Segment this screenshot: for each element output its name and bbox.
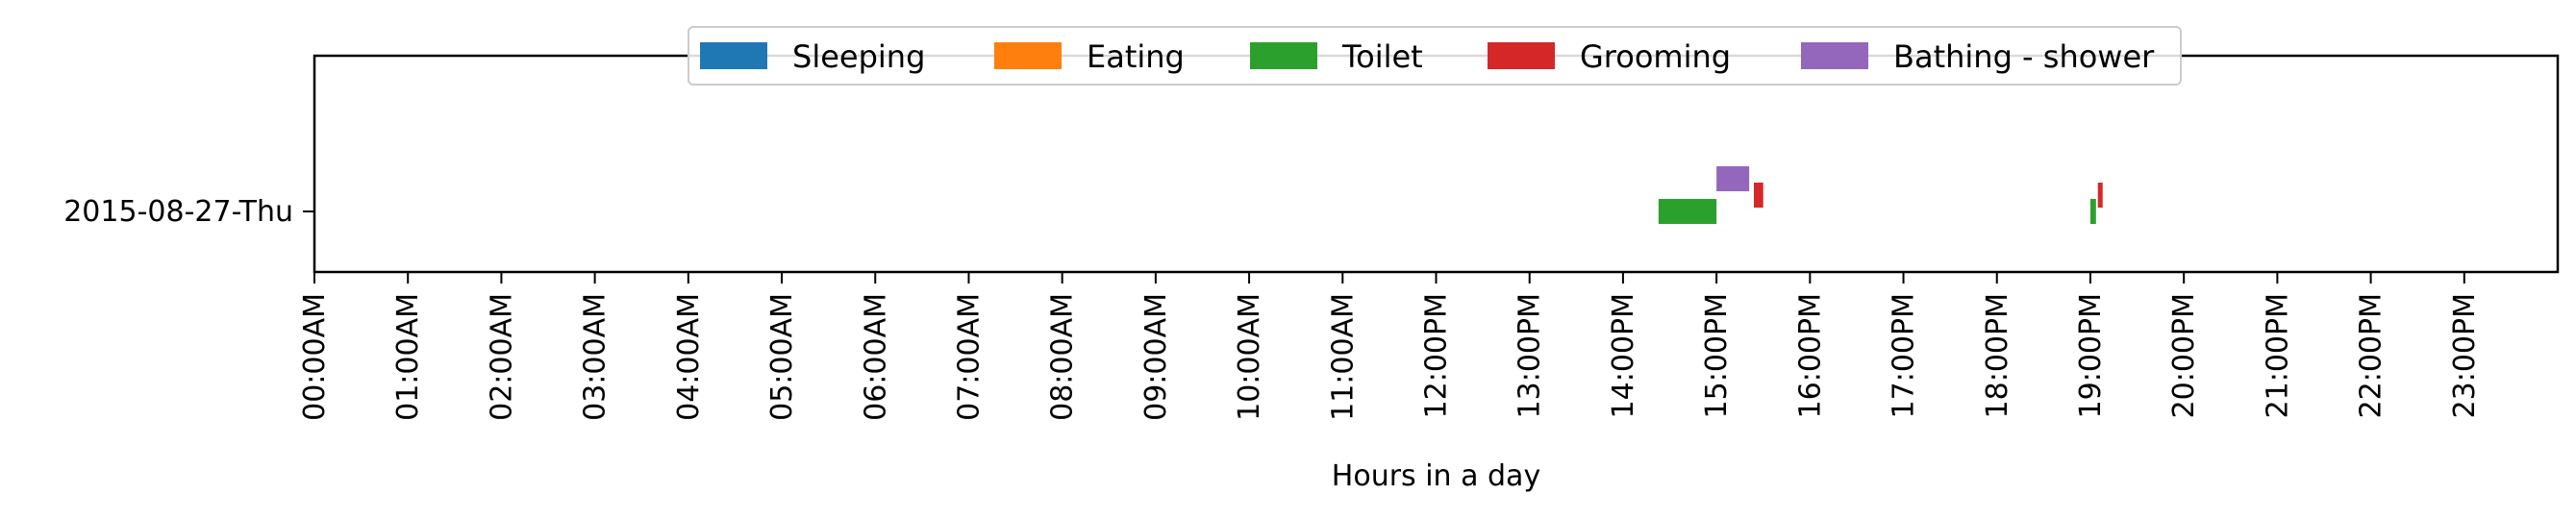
- x-tick-label: 06:00AM: [859, 293, 892, 421]
- x-tick-label: 07:00AM: [952, 293, 986, 421]
- legend-swatch: [994, 42, 1062, 69]
- event-bar-bathing-shower: [1716, 166, 1750, 191]
- legend: Sleeping Eating Toilet Grooming Bathing - sh…: [688, 26, 2182, 86]
- event-bar-grooming: [2097, 183, 2103, 208]
- x-tick-label: 12:00PM: [1420, 293, 1454, 418]
- x-tick-label: 05:00AM: [765, 293, 799, 421]
- legend-label: Sleeping: [792, 38, 925, 75]
- x-tick-label: 23:00PM: [2448, 293, 2482, 418]
- x-tick-label: 14:00PM: [1607, 293, 1640, 418]
- x-tick-label: 13:00PM: [1513, 293, 1547, 418]
- x-tick-label: 09:00AM: [1139, 293, 1173, 421]
- plot-area: [313, 54, 2560, 274]
- x-tick-label: 01:00AM: [391, 293, 425, 421]
- x-tick-label: 03:00AM: [579, 293, 613, 421]
- x-tick-label: 17:00PM: [1888, 293, 1921, 418]
- legend-label: Eating: [1087, 38, 1185, 75]
- legend-swatch: [700, 42, 767, 69]
- x-tick-label: 20:00PM: [2167, 293, 2201, 418]
- legend-swatch: [1801, 42, 1868, 69]
- event-bar-grooming: [1754, 183, 1763, 208]
- event-bar-toilet: [2089, 199, 2096, 224]
- x-tick-label: 10:00AM: [1233, 293, 1266, 421]
- x-tick-label: 11:00AM: [1326, 293, 1360, 421]
- x-tick-label: 00:00AM: [298, 293, 332, 421]
- y-tick-label: 2015-08-27-Thu: [63, 195, 293, 229]
- legend-swatch: [1250, 42, 1317, 69]
- plot-frame: [313, 54, 2560, 274]
- event-bars: [1658, 166, 2103, 224]
- y-axis: 2015-08-27-Thu: [63, 195, 314, 229]
- x-axis: 00:00AM 01:00AM 02:00AM 03:00AM 04:00AM 05:00…: [298, 272, 2482, 421]
- legend-label: Bathing - shower: [1893, 38, 2155, 75]
- legend-box: [688, 26, 2182, 86]
- x-tick-label: 02:00AM: [485, 293, 518, 421]
- x-tick-label: 22:00PM: [2355, 293, 2388, 418]
- x-tick-label: 04:00AM: [672, 293, 706, 421]
- x-tick-label: 18:00PM: [1981, 293, 2014, 418]
- x-tick-label: 19:00PM: [2074, 293, 2108, 418]
- x-axis-title: Hours in a day: [1332, 459, 1540, 493]
- legend-label: Toilet: [1341, 38, 1423, 75]
- legend-swatch: [1488, 42, 1555, 69]
- x-tick-label: 21:00PM: [2261, 293, 2294, 418]
- event-bar-toilet: [1658, 199, 1717, 224]
- x-tick-label: 16:00PM: [1793, 293, 1827, 418]
- x-tick-label: 08:00AM: [1046, 293, 1080, 421]
- legend-label: Grooming: [1580, 38, 1731, 75]
- x-tick-label: 15:00PM: [1700, 293, 1734, 418]
